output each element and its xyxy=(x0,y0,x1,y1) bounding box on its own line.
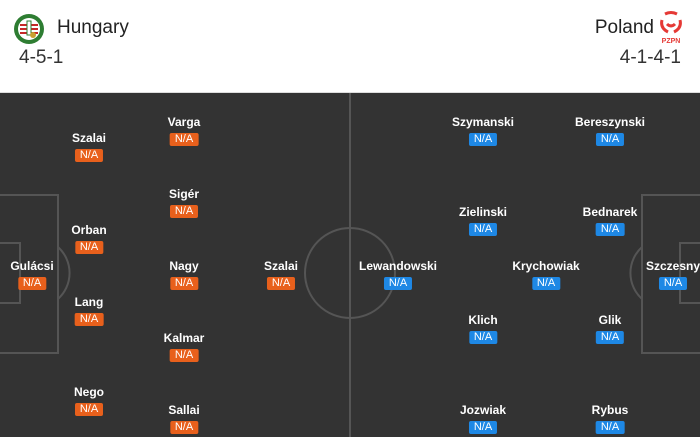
home-player[interactable]: Sigér N/A xyxy=(169,187,199,219)
player-rating-badge: N/A xyxy=(468,223,498,236)
player-name: Kalmar xyxy=(163,331,205,345)
player-name: Szalai xyxy=(263,259,299,273)
player-name: Gulácsi xyxy=(10,259,54,273)
player-name: Jozwiak xyxy=(459,403,507,417)
player-rating-badge: N/A xyxy=(595,421,625,434)
away-player[interactable]: Zielinski N/A xyxy=(459,205,507,237)
away-player[interactable]: Klich N/A xyxy=(468,313,498,345)
home-player[interactable]: Szalai N/A xyxy=(72,131,106,163)
player-name: Lang xyxy=(74,295,104,309)
player-name: Bednarek xyxy=(582,205,638,219)
player-name: Orban xyxy=(71,223,107,237)
away-player[interactable]: Rybus N/A xyxy=(591,403,629,435)
player-name: Nagy xyxy=(169,259,199,273)
away-player[interactable]: Krychowiak N/A xyxy=(512,259,580,291)
home-formation: 4-5-1 xyxy=(19,47,64,68)
player-rating-badge: N/A xyxy=(468,331,498,344)
home-player[interactable]: Szalai N/A xyxy=(264,259,298,291)
away-team-name: Poland xyxy=(594,17,654,38)
player-rating-badge: N/A xyxy=(74,149,104,162)
player-rating-badge: N/A xyxy=(266,277,296,290)
player-rating-badge: N/A xyxy=(468,133,498,146)
player-rating-badge: N/A xyxy=(169,205,199,218)
away-player[interactable]: Bereszynski N/A xyxy=(575,115,645,147)
player-name: Szymanski xyxy=(451,115,515,129)
player-rating-badge: N/A xyxy=(595,331,625,344)
player-rating-badge: N/A xyxy=(169,421,199,434)
player-rating-badge: N/A xyxy=(383,277,413,290)
player-name: Glik xyxy=(598,313,622,327)
player-name: Lewandowski xyxy=(358,259,438,273)
home-team-name: Hungary xyxy=(57,17,129,38)
away-player[interactable]: Szymanski N/A xyxy=(452,115,514,147)
home-player[interactable]: Lang N/A xyxy=(74,295,104,327)
away-player[interactable]: Lewandowski N/A xyxy=(359,259,437,291)
away-formation: 4-1-4-1 xyxy=(619,47,681,68)
player-name: Sallai xyxy=(168,403,200,417)
player-rating-badge: N/A xyxy=(169,277,199,290)
player-rating-badge: N/A xyxy=(468,421,498,434)
player-rating-badge: N/A xyxy=(74,313,104,326)
player-name: Szczesny xyxy=(645,259,700,273)
player-name: Varga xyxy=(167,115,201,129)
player-rating-badge: N/A xyxy=(169,349,199,362)
away-player[interactable]: Glik N/A xyxy=(595,313,625,345)
player-name: Sigér xyxy=(168,187,200,201)
away-player[interactable]: Szczesny N/A xyxy=(646,259,700,291)
player-rating-badge: N/A xyxy=(531,277,561,290)
player-name: Zielinski xyxy=(458,205,508,219)
player-rating-badge: N/A xyxy=(17,277,47,290)
pitch: Gulácsi N/A Szalai N/A Orban N/A Lang N/A Nego N/… xyxy=(0,93,700,437)
svg-text:PZPN: PZPN xyxy=(662,38,681,45)
player-rating-badge: N/A xyxy=(74,403,104,416)
pzpn-crest-icon: PZPN xyxy=(660,11,682,45)
player-rating-badge: N/A xyxy=(169,133,199,146)
home-player[interactable]: Sallai N/A xyxy=(168,403,200,435)
player-rating-badge: N/A xyxy=(595,133,625,146)
player-name: Bereszynski xyxy=(574,115,646,129)
player-rating-badge: N/A xyxy=(658,277,688,290)
player-name: Klich xyxy=(468,313,498,327)
match-header: Hungary 4-5-1 Poland 4-1-4-1 PZPN xyxy=(0,0,700,93)
player-name: Rybus xyxy=(591,403,629,417)
home-player[interactable]: Varga N/A xyxy=(167,115,201,147)
home-player[interactable]: Nego N/A xyxy=(74,385,104,417)
home-player[interactable]: Orban N/A xyxy=(71,223,107,255)
home-player[interactable]: Kalmar N/A xyxy=(163,331,205,363)
away-player[interactable]: Jozwiak N/A xyxy=(460,403,506,435)
player-rating-badge: N/A xyxy=(74,241,104,254)
pitch-markings xyxy=(0,93,700,437)
hungary-crest-icon xyxy=(14,14,44,44)
home-player[interactable]: Nagy N/A xyxy=(169,259,199,291)
player-name: Krychowiak xyxy=(512,259,580,273)
home-player[interactable]: Gulácsi N/A xyxy=(10,259,54,291)
away-player[interactable]: Bednarek N/A xyxy=(582,205,638,237)
player-name: Szalai xyxy=(71,131,107,145)
player-rating-badge: N/A xyxy=(595,223,625,236)
player-name: Nego xyxy=(74,385,104,399)
